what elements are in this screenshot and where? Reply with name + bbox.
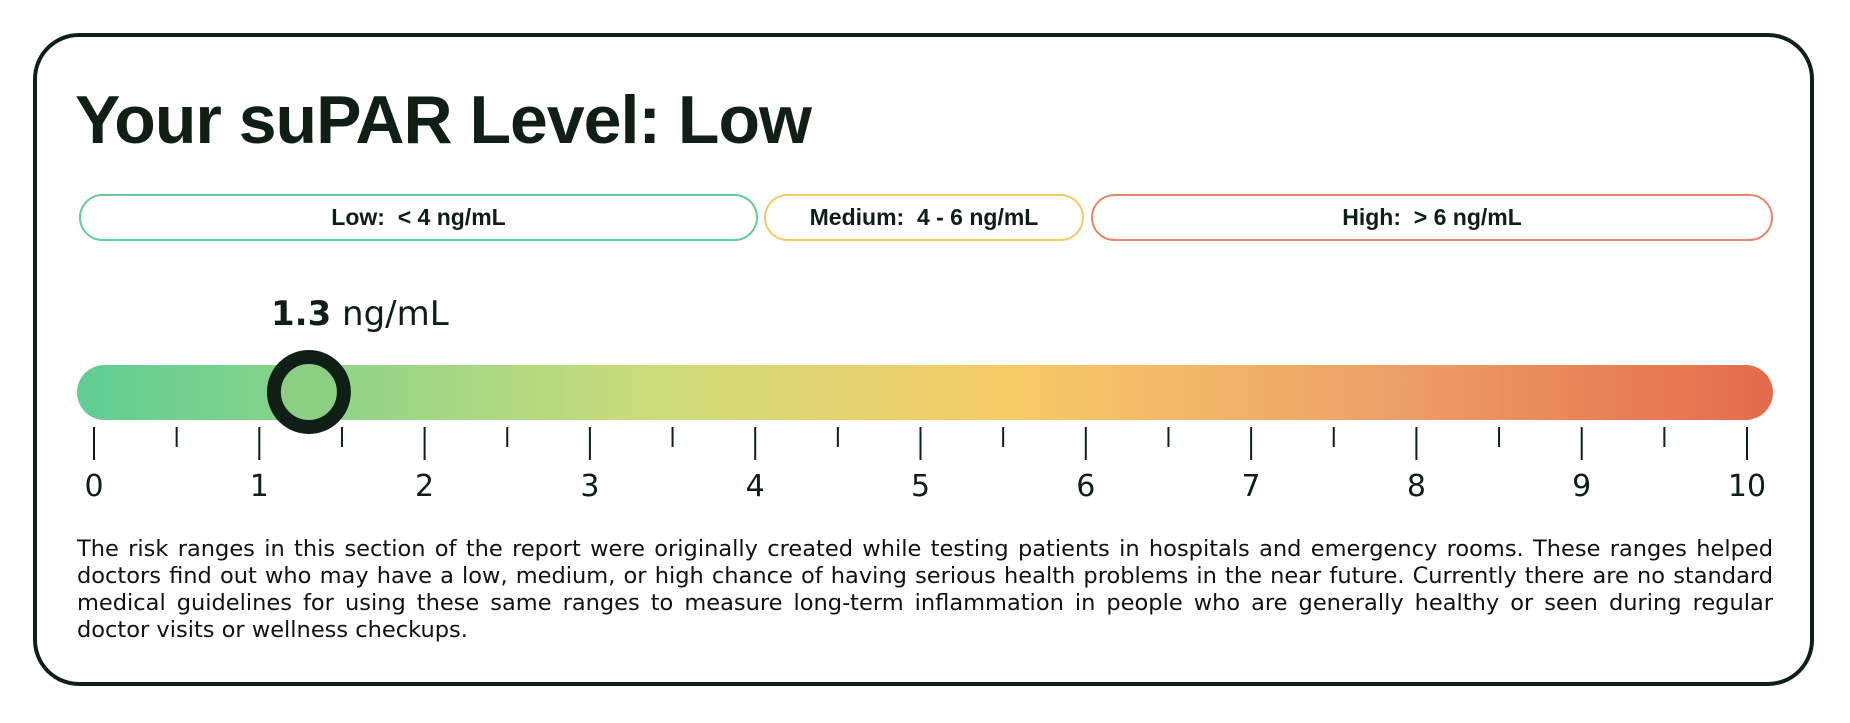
risk-range-description: The risk ranges in this section of the r… [77,536,1773,643]
page-title: Your suPAR Level: Low [75,82,812,158]
gauge-marker [266,350,351,434]
tick-label: 3 [580,469,599,504]
tick-marks [93,427,1748,460]
range-low-pill: Low: < 4 ng/mL [79,194,758,241]
tick-label: 8 [1407,469,1426,504]
range-medium-pill: Medium: 4 - 6 ng/mL [764,194,1084,241]
tick-label: 4 [746,469,765,504]
tick-label: 10 [1728,469,1766,504]
gauge-bar [77,365,1773,420]
tick-labels: 0 1 2 3 4 5 6 7 8 9 10 [84,469,1766,504]
tick-label: 9 [1572,469,1591,504]
reading-unit: ng/mL [342,294,449,334]
reading-value: 1.3 ng/mL [271,294,449,334]
tick-label: 2 [415,469,434,504]
tick-label: 1 [250,469,269,504]
tick-label: 5 [911,469,930,504]
tick-label: 7 [1242,469,1261,504]
range-high-pill: High: > 6 ng/mL [1091,194,1773,241]
reading-number: 1.3 [271,294,332,334]
tick-label: 0 [84,469,103,504]
tick-label: 6 [1076,469,1095,504]
